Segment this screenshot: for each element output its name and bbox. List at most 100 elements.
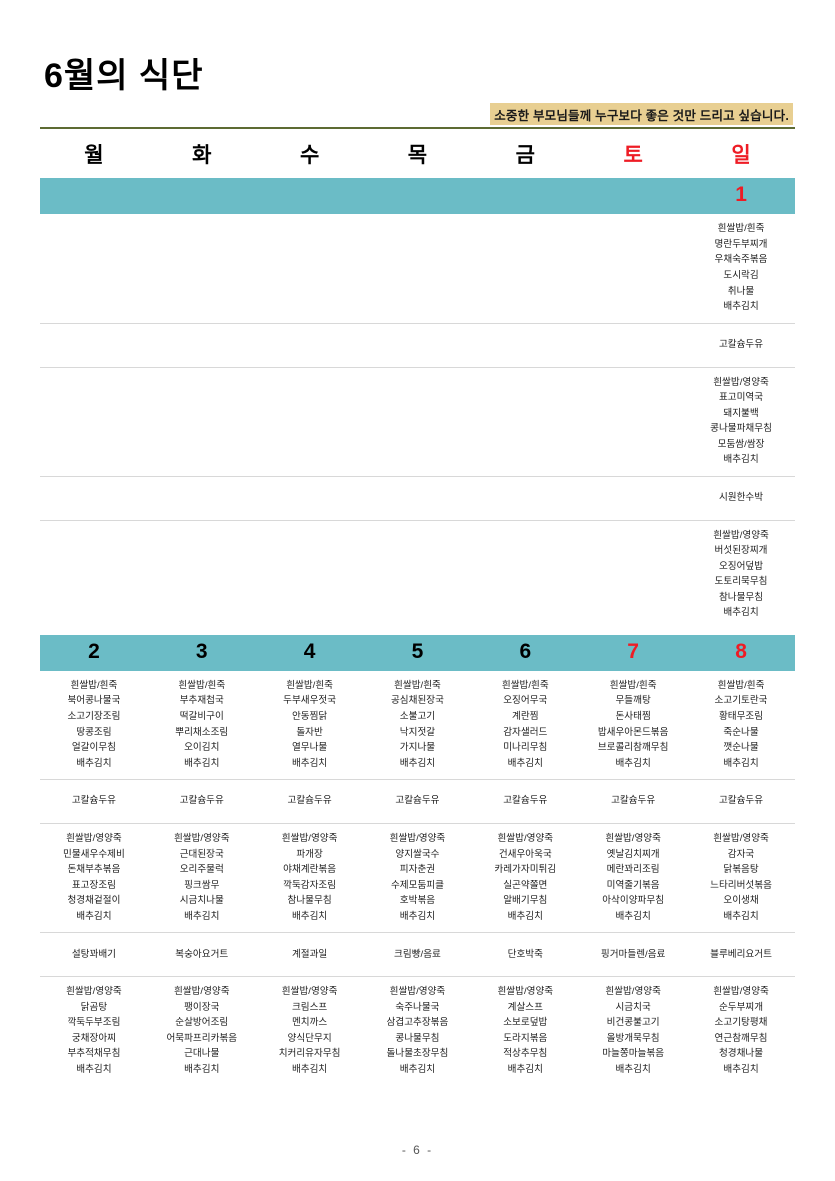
dish-item: 부추재첩국 bbox=[179, 695, 224, 707]
date-cell-empty bbox=[579, 178, 688, 215]
dish-item: 고칼슘두유 bbox=[71, 795, 116, 807]
dish-item: 청경채나물 bbox=[718, 1048, 764, 1060]
dish-item: 버섯된장찌개 bbox=[714, 545, 768, 557]
dish-item: 배추김치 bbox=[399, 1063, 436, 1075]
dish-item: 흰쌀밥/영양죽 bbox=[497, 986, 554, 998]
dish-item: 배추김치 bbox=[507, 757, 543, 769]
date-cell-2[interactable]: 2 bbox=[40, 634, 148, 671]
meal-cell bbox=[255, 367, 364, 477]
subtitle-highlight: 소중한 부모님들께 누구보다 좋은 것만 드리고 싶습니다. bbox=[490, 103, 793, 126]
dish-item: 양식단무지 bbox=[287, 1032, 332, 1044]
date-cell-7[interactable]: 7 bbox=[579, 634, 688, 671]
dish-item: 오리주물럭 bbox=[179, 864, 224, 876]
dish-item: 시금치나물 bbox=[179, 895, 224, 907]
snack-cell bbox=[579, 323, 688, 368]
snack-row: 고칼슘두유 bbox=[40, 323, 795, 368]
date-cell-empty bbox=[255, 178, 364, 215]
dish-item: 고칼슘두유 bbox=[395, 795, 440, 807]
dish-item: 흰쌀밥/영양죽 bbox=[713, 986, 769, 998]
dish-item: 안동찜닭 bbox=[291, 711, 328, 723]
dish-item: 배추김치 bbox=[723, 1063, 759, 1075]
dish-item: 고칼슘두유 bbox=[287, 795, 332, 807]
dish-item: 흰쌀밥/영양죽 bbox=[497, 833, 554, 845]
meal-cell bbox=[40, 520, 148, 629]
date-cell-4[interactable]: 4 bbox=[255, 634, 364, 671]
dish-item: 호박볶음 bbox=[399, 895, 436, 907]
dish-item: 돈사태찜 bbox=[615, 711, 651, 723]
dish-item: 느타리버섯볶음 bbox=[710, 879, 772, 891]
meal-cell bbox=[147, 367, 256, 477]
date-cell-6[interactable]: 6 bbox=[471, 634, 580, 671]
snack-cell: 고칼슘두유 bbox=[579, 779, 688, 825]
snack-cell: 블루베리요거트 bbox=[687, 932, 795, 978]
meal-cell: 흰쌀밥/영양죽 버섯된장찌개 오징어덮밥 도토리묵무침 참나물무침 배추김치 bbox=[687, 520, 795, 629]
snack-cell: 고칼슘두유 bbox=[40, 779, 148, 825]
dish-item: 순두부찌개 bbox=[718, 1001, 764, 1013]
meal-row: 흰쌀밥/영양죽 표고미역국 돼지불백 콩나물파채무침 모둠쌈/쌈장 배추김치 bbox=[40, 367, 795, 477]
meal-cell: 흰쌀밥/영양죽 팽이장국 순살방어조림 어묵파프리카볶음 근대나물 배추김치 bbox=[148, 977, 256, 1086]
dish-item: 떡갈비구이 bbox=[179, 711, 224, 723]
snack-cell bbox=[147, 476, 256, 521]
date-cell-3[interactable]: 3 bbox=[147, 634, 256, 671]
meal-cell: 흰쌀밥/영양죽 건새우아욱국 카레가자미튀김 실곤약쫄면 알배기무침 배추김치 bbox=[471, 823, 580, 934]
dish-item: 돈채부추볶음 bbox=[67, 864, 121, 876]
dish-item: 흰쌀밥/흰죽 bbox=[501, 679, 549, 691]
dish-item: 흰쌀밥/흰죽 bbox=[394, 679, 441, 691]
dish-item: 치커리유자무침 bbox=[278, 1048, 341, 1060]
dish-item: 멘치까스 bbox=[291, 1017, 328, 1029]
dish-item: 소고기토란국 bbox=[714, 695, 768, 707]
dish-item: 크림빵/음료 bbox=[394, 948, 441, 960]
dish-item: 배추김치 bbox=[723, 301, 759, 313]
snack-cell bbox=[255, 476, 364, 521]
snack-cell: 고칼슘두유 bbox=[363, 779, 472, 825]
dish-item: 흰쌀밥/영양죽 bbox=[713, 833, 769, 845]
header-divider bbox=[40, 127, 795, 130]
meal-cell: 흰쌀밥/영양죽 시금치국 비건콩불고기 올방개묵무침 마늘쫑마늘볶음 배추김치 bbox=[579, 977, 687, 1086]
snack-row: 고칼슘두유 고칼슘두유 고칼슘두유 고칼슘두유 고칼슘두유 고칼슘두유 고칼슘두유 bbox=[40, 779, 795, 825]
dish-item: 시원한수박 bbox=[718, 492, 764, 503]
meal-cell: 흰쌀밥/영양죽 계살스프 소보로덮밥 도라지볶음 적상추무침 배추김치 bbox=[471, 977, 579, 1086]
snack-cell: 크림빵/음료 bbox=[363, 932, 472, 978]
dish-item: 야채계란볶음 bbox=[283, 864, 337, 876]
meal-cell: 흰쌀밥/흰죽 소고기토란국 황태무조림 죽순나물 깻순나물 배추김치 bbox=[687, 670, 795, 781]
dish-item: 명란두부찌개 bbox=[714, 238, 768, 250]
dish-item: 돌나물초장무침 bbox=[386, 1048, 449, 1060]
meal-cell bbox=[579, 520, 687, 629]
dish-item: 흰쌀밥/영양죽 bbox=[66, 833, 122, 845]
date-cell-5[interactable]: 5 bbox=[363, 634, 472, 671]
snack-cell: 고칼슘두유 bbox=[255, 779, 364, 825]
dish-item: 비건콩불고기 bbox=[606, 1017, 660, 1029]
dish-item: 도라지볶음 bbox=[503, 1032, 548, 1044]
dish-item: 북어콩나물국 bbox=[67, 695, 121, 707]
snack-cell bbox=[363, 476, 472, 521]
dish-item: 우채숙주볶음 bbox=[714, 254, 768, 266]
dish-item: 계살스프 bbox=[507, 1001, 543, 1013]
dish-item: 수제모둠피클 bbox=[390, 879, 444, 891]
snack-cell bbox=[40, 476, 148, 521]
dish-item: 표고미역국 bbox=[718, 392, 764, 404]
snack-cell: 고칼슘두유 bbox=[471, 779, 580, 825]
dish-item: 깻순나물 bbox=[723, 742, 759, 754]
dish-item: 흰쌀밥/흰죽 bbox=[717, 679, 765, 691]
meal-cell bbox=[40, 214, 148, 324]
snack-cell: 복숭아요거트 bbox=[147, 932, 256, 978]
dish-item: 카레가자미튀김 bbox=[494, 864, 557, 876]
dish-item: 무들깨탕 bbox=[615, 695, 651, 707]
meal-cell bbox=[256, 520, 364, 629]
dish-item: 배추김치 bbox=[507, 910, 543, 922]
dish-item: 배추김치 bbox=[723, 757, 759, 769]
meal-cell bbox=[579, 214, 688, 324]
dish-item: 흰쌀밥/영양죽 bbox=[66, 986, 122, 998]
dish-item: 배추김치 bbox=[184, 1063, 220, 1075]
dish-item: 단호박죽 bbox=[507, 948, 543, 960]
dish-item: 배추김치 bbox=[615, 1063, 651, 1075]
dish-item: 흰쌀밥/영양죽 bbox=[281, 986, 338, 998]
snack-cell: 고칼슘두유 bbox=[147, 779, 256, 825]
dish-item: 실곤약쫄면 bbox=[503, 879, 548, 891]
date-cell-8[interactable]: 8 bbox=[687, 634, 795, 671]
dish-item: 배추김치 bbox=[723, 607, 759, 619]
dish-item: 오징어무국 bbox=[503, 695, 548, 707]
date-cell-1[interactable]: 1 bbox=[687, 178, 795, 215]
dayname-header-0: 월 bbox=[84, 144, 104, 168]
